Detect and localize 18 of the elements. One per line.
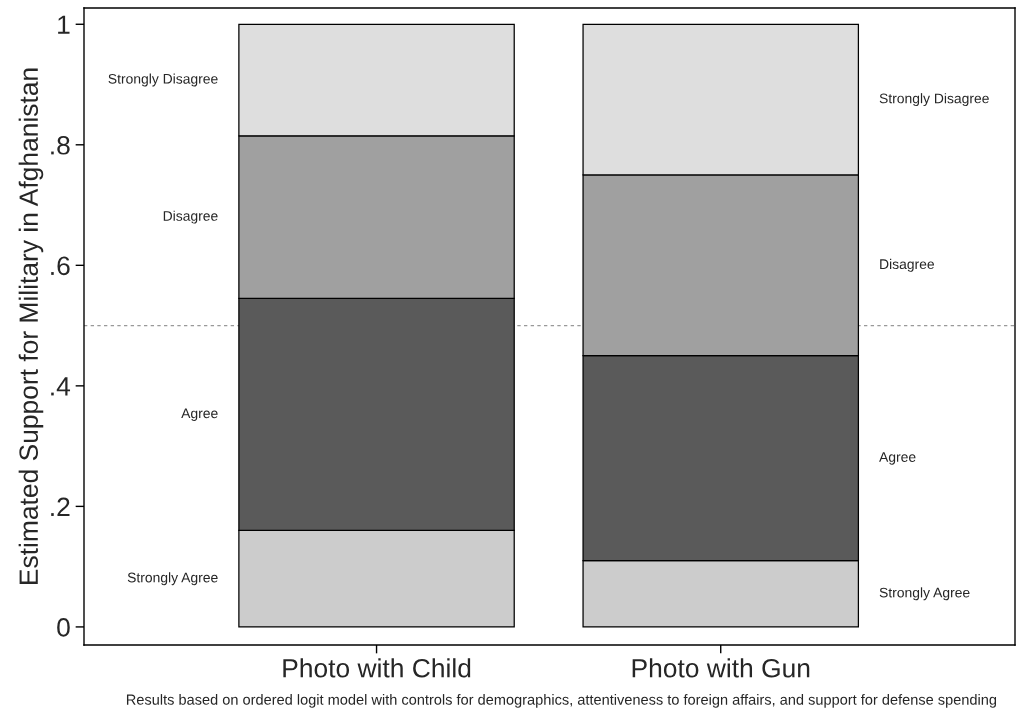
x-tick-label: Photo with Child	[283, 658, 471, 678]
series-label: Strongly Agree	[127, 572, 218, 586]
text: Results based on ordered logit model with controls for demographics, attentiveness to foreign affairs, and support for defense spending	[126, 694, 997, 708]
y-tick-label: .6	[51, 256, 70, 276]
series-label: Disagree	[163, 210, 218, 224]
x-tick-label: Photo with Gun	[632, 658, 810, 678]
y-tick-label: .4	[51, 377, 71, 396]
y-axis-title: Estimated Support for Military in Afghanistan	[18, 68, 44, 584]
text: Agree	[181, 408, 218, 421]
y-tick-label: 1	[58, 15, 70, 34]
y-tick-label: 0	[57, 618, 70, 637]
text: Strongly Disagree	[879, 93, 989, 107]
text: Strongly Agree	[879, 587, 970, 601]
y-tick-label: .2	[51, 497, 70, 516]
series-label: Agree	[879, 452, 916, 465]
text: Disagree	[880, 258, 935, 272]
series-label: Strongly Disagree	[108, 73, 218, 87]
y-tick-label: .8	[51, 135, 70, 155]
